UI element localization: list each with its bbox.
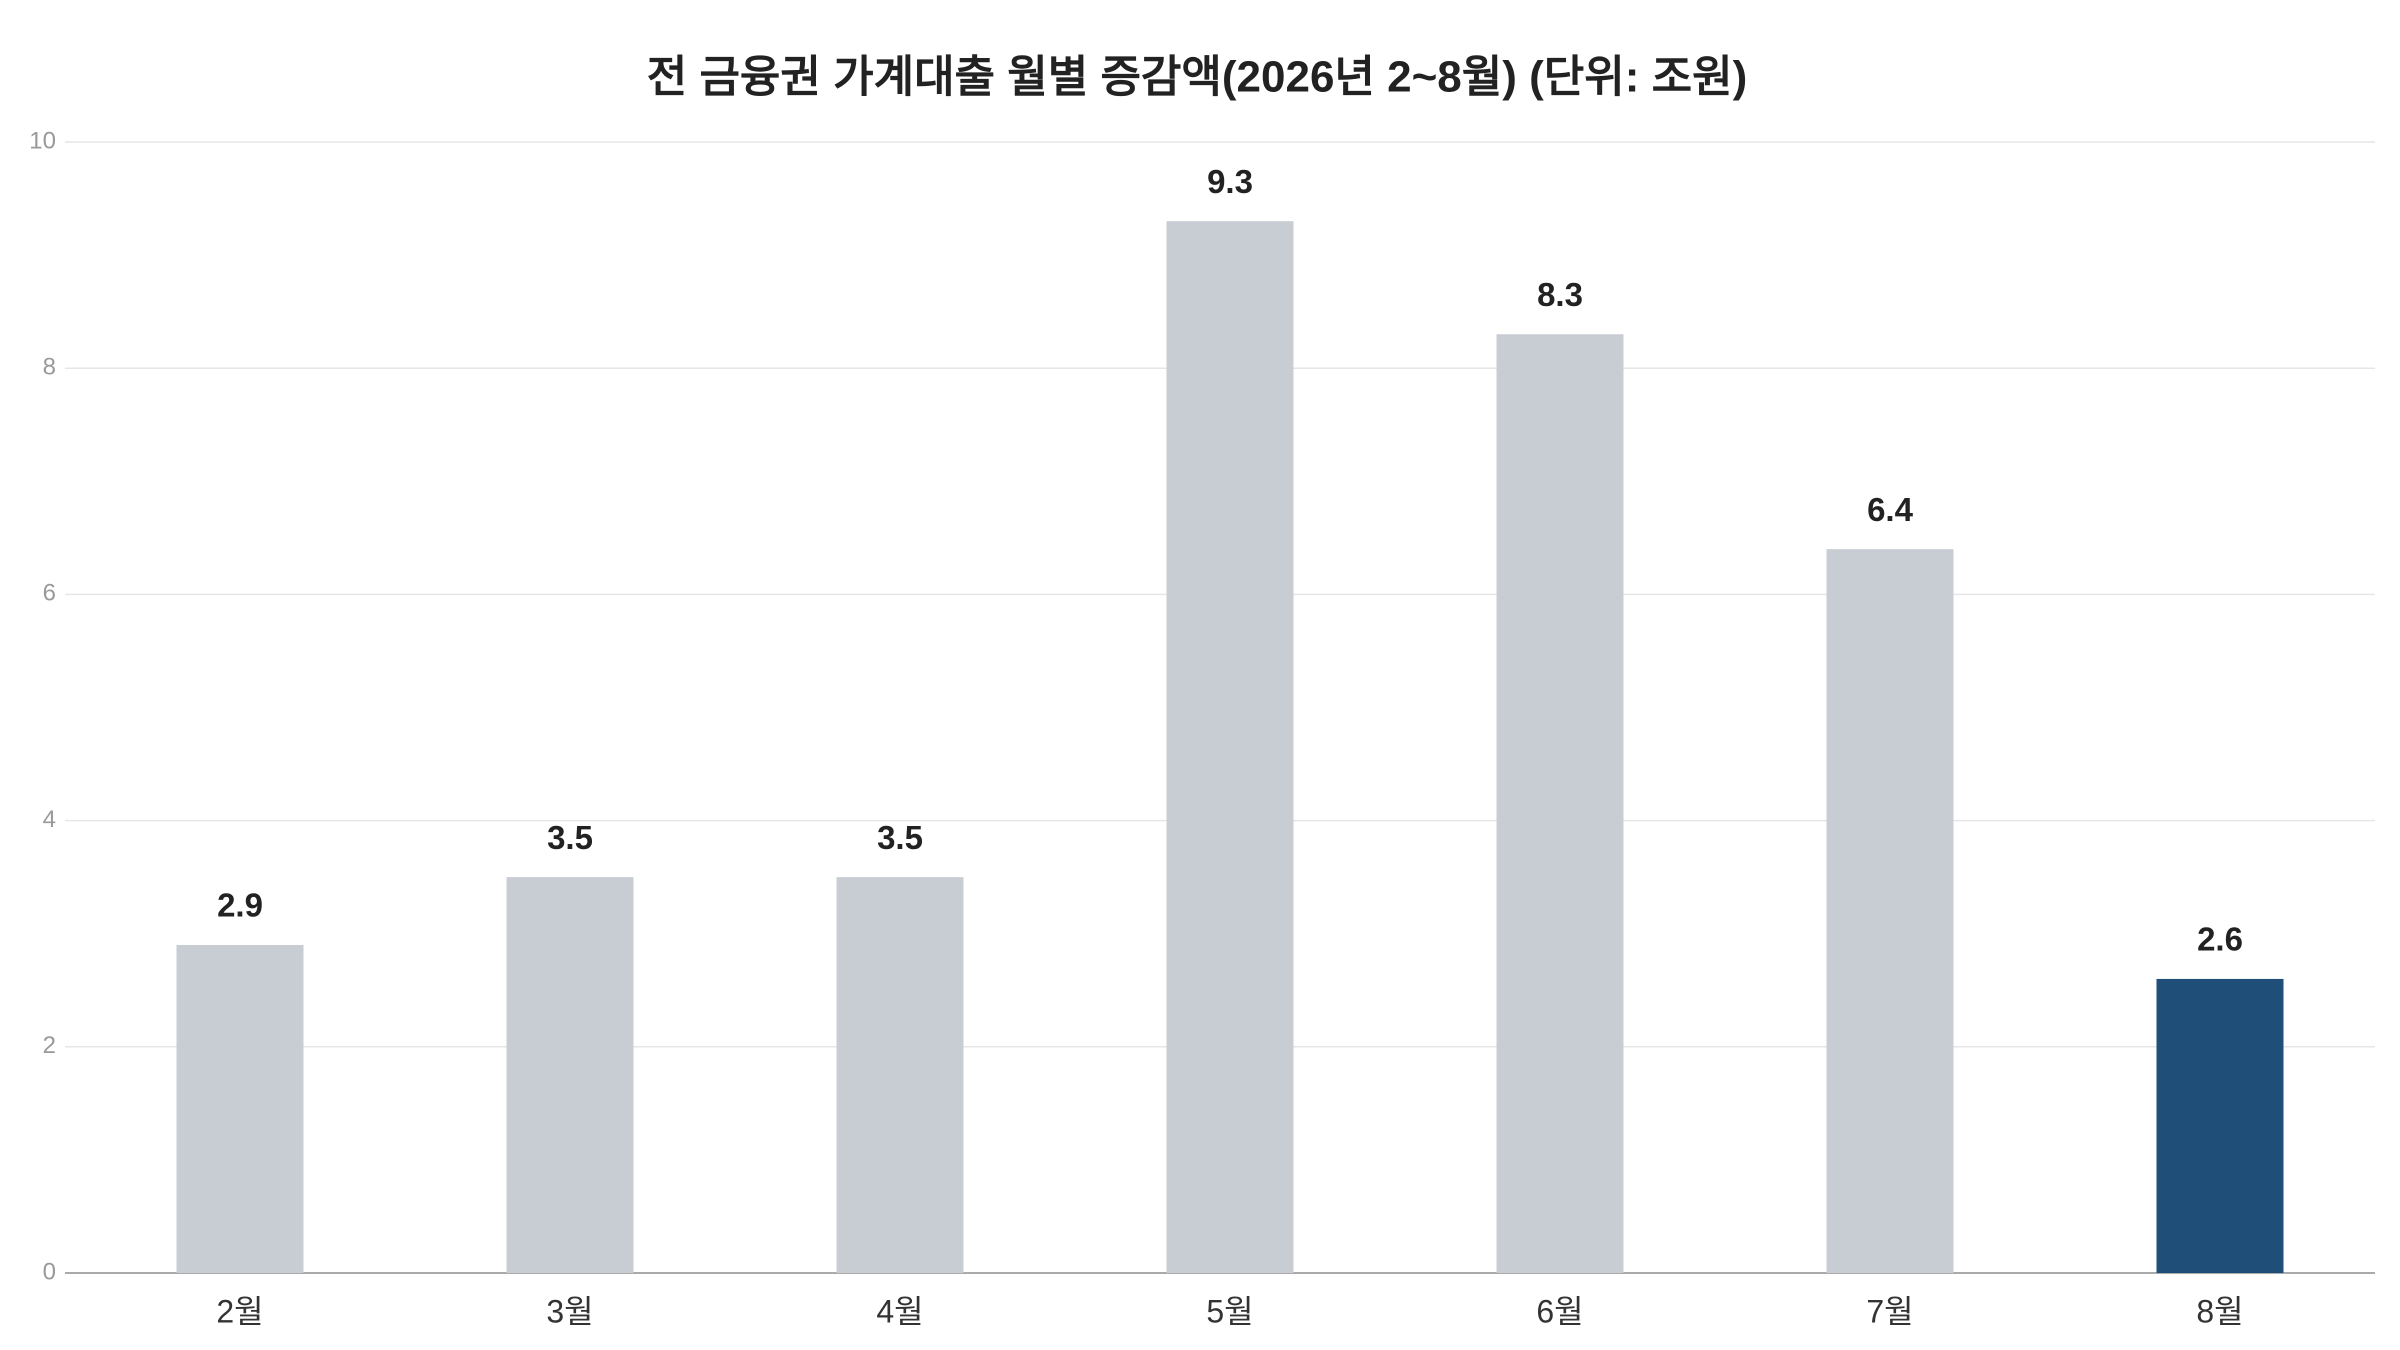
x-tick-label: 6월 (1536, 1293, 1583, 1329)
value-label: 2.9 (217, 887, 263, 924)
x-tick-label: 4월 (876, 1293, 923, 1329)
value-label: 3.5 (547, 819, 593, 856)
value-label: 6.4 (1867, 491, 1914, 528)
chart-title: 전 금융권 가계대출 월별 증감액(2026년 2~8월) (단위: 조원) (647, 53, 1747, 102)
value-label: 3.5 (877, 819, 923, 856)
y-tick-label: 8 (43, 354, 56, 381)
bar (836, 877, 964, 1273)
value-label: 9.3 (1207, 163, 1253, 200)
bar (2156, 978, 2284, 1273)
bar (176, 945, 304, 1273)
value-label: 8.3 (1537, 276, 1583, 313)
x-tick-label: 3월 (546, 1293, 593, 1329)
bar (506, 877, 634, 1273)
x-tick-label: 8월 (2196, 1293, 2243, 1329)
bar (1496, 334, 1624, 1273)
y-tick-label: 6 (43, 580, 56, 607)
y-tick-label: 4 (43, 806, 56, 833)
x-tick-label: 5월 (1206, 1293, 1253, 1329)
x-tick-label: 2월 (216, 1293, 263, 1329)
bar (1826, 549, 1954, 1273)
value-label: 2.6 (2197, 921, 2243, 958)
y-tick-label: 0 (43, 1258, 56, 1285)
y-tick-label: 2 (43, 1032, 56, 1059)
y-tick-label: 10 (29, 127, 56, 154)
x-tick-label: 7월 (1866, 1293, 1913, 1329)
bar (1166, 221, 1294, 1273)
